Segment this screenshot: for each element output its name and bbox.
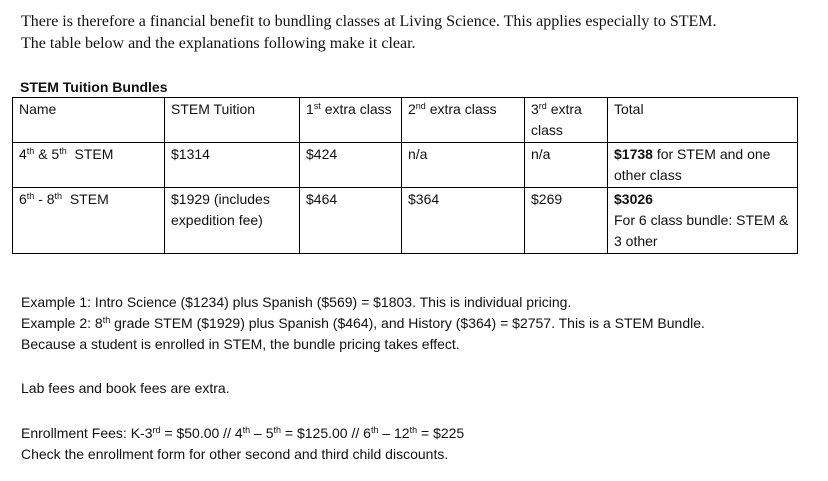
intro-line-2: The table below and the explanations fol…	[21, 35, 416, 52]
example-2: Example 2: 8th grade STEM ($1929) plus S…	[21, 315, 705, 331]
header-extra-2: 2nd extra class	[401, 97, 525, 143]
header-total: Total	[607, 97, 798, 143]
row-total: $3026 For 6 class bundle: STEM & 3 other	[607, 187, 798, 254]
table-header-row: Name STEM Tuition 1st extra class 2nd ex…	[12, 97, 798, 143]
row-extra-2: $364	[401, 187, 525, 254]
table-row: 6th - 8th STEM $1929 (includes expeditio…	[12, 187, 798, 254]
row-extra-1: $464	[299, 187, 402, 254]
table-caption: STEM Tuition Bundles	[20, 79, 168, 95]
enrollment-form-note: Check the enrollment form for other seco…	[21, 446, 449, 462]
enrollment-fees-block: Enrollment Fees: K-3rd = $50.00 // 4th –…	[21, 423, 464, 465]
row-name: 4th & 5th STEM	[12, 142, 165, 188]
intro-paragraph: There is therefore a financial benefit t…	[21, 11, 826, 55]
bundle-explanation: Because a student is enrolled in STEM, t…	[21, 336, 460, 352]
row-tuition: $1314	[164, 142, 300, 188]
table-row: 4th & 5th STEM $1314 $424 n/a n/a $1738 …	[12, 142, 798, 188]
intro-line-1: There is therefore a financial benefit t…	[21, 13, 717, 30]
stem-tuition-table: Name STEM Tuition 1st extra class 2nd ex…	[12, 97, 798, 254]
example-1: Example 1: Intro Science ($1234) plus Sp…	[21, 294, 572, 310]
row-extra-3: $269	[524, 187, 608, 254]
row-extra-3: n/a	[524, 142, 608, 188]
lab-fees-note: Lab fees and book fees are extra.	[21, 380, 230, 396]
header-extra-1: 1st extra class	[299, 97, 402, 143]
header-name: Name	[12, 97, 165, 143]
row-name: 6th - 8th STEM	[12, 187, 165, 254]
row-extra-2: n/a	[401, 142, 525, 188]
enrollment-fees: Enrollment Fees: K-3rd = $50.00 // 4th –…	[21, 425, 465, 441]
row-extra-1: $424	[299, 142, 402, 188]
examples-block: Example 1: Intro Science ($1234) plus Sp…	[21, 292, 705, 355]
header-extra-3: 3rd extra class	[524, 97, 608, 143]
row-tuition: $1929 (includes expedition fee)	[164, 187, 300, 254]
row-total: $1738 for STEM and one other class	[607, 142, 798, 188]
header-stem-tuition: STEM Tuition	[164, 97, 300, 143]
